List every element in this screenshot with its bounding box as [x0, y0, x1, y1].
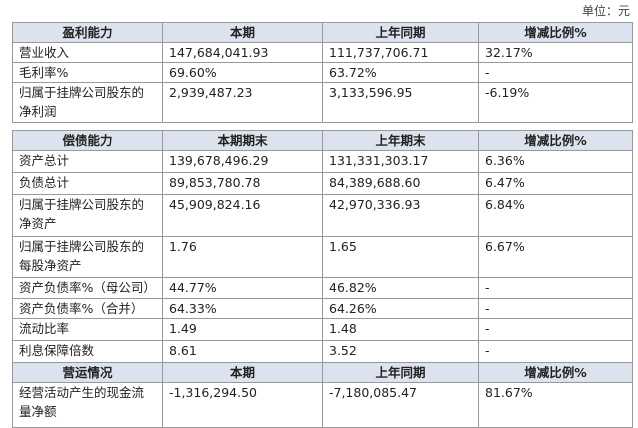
table-cell: 131,331,303.17 — [322, 150, 479, 173]
header-cell: 本期 — [162, 362, 323, 383]
table-cell: 资产总计 — [12, 150, 163, 173]
table-row: 流动比率 1.49 1.48- — [12, 318, 633, 341]
table-cell: 归属于挂牌公司股东的净利润 — [12, 82, 163, 123]
table-cell: 8.61 — [162, 340, 323, 363]
header-row: 偿债能力 本期期末 上年期末 增减比例% — [12, 130, 633, 151]
header-cell: 上年期末 — [322, 130, 479, 151]
header-cell: 上年同期 — [322, 22, 479, 43]
table-cell: 89,853,780.78 — [162, 172, 323, 195]
table-cell: 1.49 — [162, 318, 323, 341]
table-row: 归属于挂牌公司股东的净资产 45,909,824.16 42,970,336.93 6… — [12, 194, 633, 237]
table-cell: 32.17% — [478, 42, 633, 63]
table-cell: 139,678,496.29 — [162, 150, 323, 173]
table-cell: 2,939,487.23 — [162, 82, 323, 123]
table-cell: 归属于挂牌公司股东的净资产 — [12, 194, 163, 237]
table-cell: - — [478, 318, 633, 341]
table-cell: 6.36% — [478, 150, 633, 173]
table-cell: 6.67% — [478, 236, 633, 278]
header-cell: 增减比例% — [478, 362, 633, 383]
table-cell: -6.19% — [478, 82, 633, 123]
table-cell: 1.76 — [162, 236, 323, 278]
table-cell: 经营活动产生的现金流量净额 — [12, 382, 163, 428]
table-cell: - — [478, 277, 633, 299]
table-row: 资产负债率%（合并） 64.33% 64.26% - — [12, 298, 633, 319]
table-cell: -7,180,085.47 — [322, 382, 479, 428]
table-cell: 毛利率% — [12, 62, 163, 83]
table-row: 归属于挂牌公司股东的每股净资产 1.76 1.65 6.67% — [12, 236, 633, 278]
table-cell: 63.72% — [322, 62, 479, 83]
header-cell: 盈利能力 — [12, 22, 163, 43]
header-row: 盈利能力 本期 上年同期 增减比例% — [12, 22, 633, 43]
table-row: 资产负债率%（母公司） 44.77% 46.82% - — [12, 277, 633, 299]
table-cell: - — [478, 298, 633, 319]
header-cell: 增减比例% — [478, 130, 633, 151]
table-cell: 利息保障倍数 — [12, 340, 163, 363]
table-row: 营业收入 147,684,041.93 111,737,706.71 32.17% — [12, 42, 633, 63]
table-cell: 64.26% — [322, 298, 479, 319]
table-cell: 44.77% — [162, 277, 323, 299]
table-cell: 111,737,706.71 — [322, 42, 479, 63]
table-cell: - — [478, 62, 633, 83]
table-cell: 81.67% — [478, 382, 633, 428]
table-cell: - — [478, 340, 633, 363]
table-row: 资产总计 139,678,496.29 131,331,303.17 6.36% — [12, 150, 633, 173]
header-cell: 本期期末 — [162, 130, 323, 151]
table-cell: 69.60% — [162, 62, 323, 83]
unit-label: 单位：元 — [581, 4, 630, 18]
table-cell: 负债总计 — [12, 172, 163, 195]
table-cell: 资产负债率%（母公司） — [12, 277, 163, 299]
header-cell: 增减比例% — [478, 22, 633, 43]
table-cell: 3.52 — [322, 340, 479, 363]
table-row: 负债总计 89,853,780.78 84,389,688.60 6.47% — [12, 172, 633, 195]
table-row: 归属于挂牌公司股东的净利润 2,939,487.23 3,133,596.95 -6.… — [12, 82, 633, 123]
header-cell: 上年同期 — [322, 362, 479, 383]
table-row: 经营活动产生的现金流量净额 -1,316,294.50 -7,180,085.47 8… — [12, 382, 633, 428]
table-cell: 42,970,336.93 — [322, 194, 479, 237]
data-table: 偿债能力 本期期末 上年期末 增减比例% 资产总计 139,678,496.29 131,3… — [12, 130, 633, 363]
table-row: 利息保障倍数 8.61 3.52- — [12, 340, 633, 363]
table-cell: 6.47% — [478, 172, 633, 195]
table-cell: 1.48 — [322, 318, 479, 341]
table-cell: 3,133,596.95 — [322, 82, 479, 123]
table-cell: 归属于挂牌公司股东的每股净资产 — [12, 236, 163, 278]
data-table: 盈利能力 本期 上年同期 增减比例% 营业收入 147,684,041.93 111,737… — [12, 22, 633, 123]
table-cell: -1,316,294.50 — [162, 382, 323, 428]
table-cell: 营业收入 — [12, 42, 163, 63]
table-cell: 84,389,688.60 — [322, 172, 479, 195]
data-table: 营运情况 本期 上年同期 增减比例% 经营活动产生的现金流量净额 -1,316,294.5… — [12, 362, 633, 428]
table-cell: 46.82% — [322, 277, 479, 299]
header-cell: 偿债能力 — [12, 130, 163, 151]
table-cell: 资产负债率%（合并） — [12, 298, 163, 319]
header-row: 营运情况 本期 上年同期 增减比例% — [12, 362, 633, 383]
header-cell: 营运情况 — [12, 362, 163, 383]
table-cell: 1.65 — [322, 236, 479, 278]
table-cell: 45,909,824.16 — [162, 194, 323, 237]
header-cell: 本期 — [162, 22, 323, 43]
table-cell: 147,684,041.93 — [162, 42, 323, 63]
table-cell: 流动比率 — [12, 318, 163, 341]
table-row: 毛利率% 69.60% 63.72% - — [12, 62, 633, 83]
table-cell: 64.33% — [162, 298, 323, 319]
table-cell: 6.84% — [478, 194, 633, 237]
